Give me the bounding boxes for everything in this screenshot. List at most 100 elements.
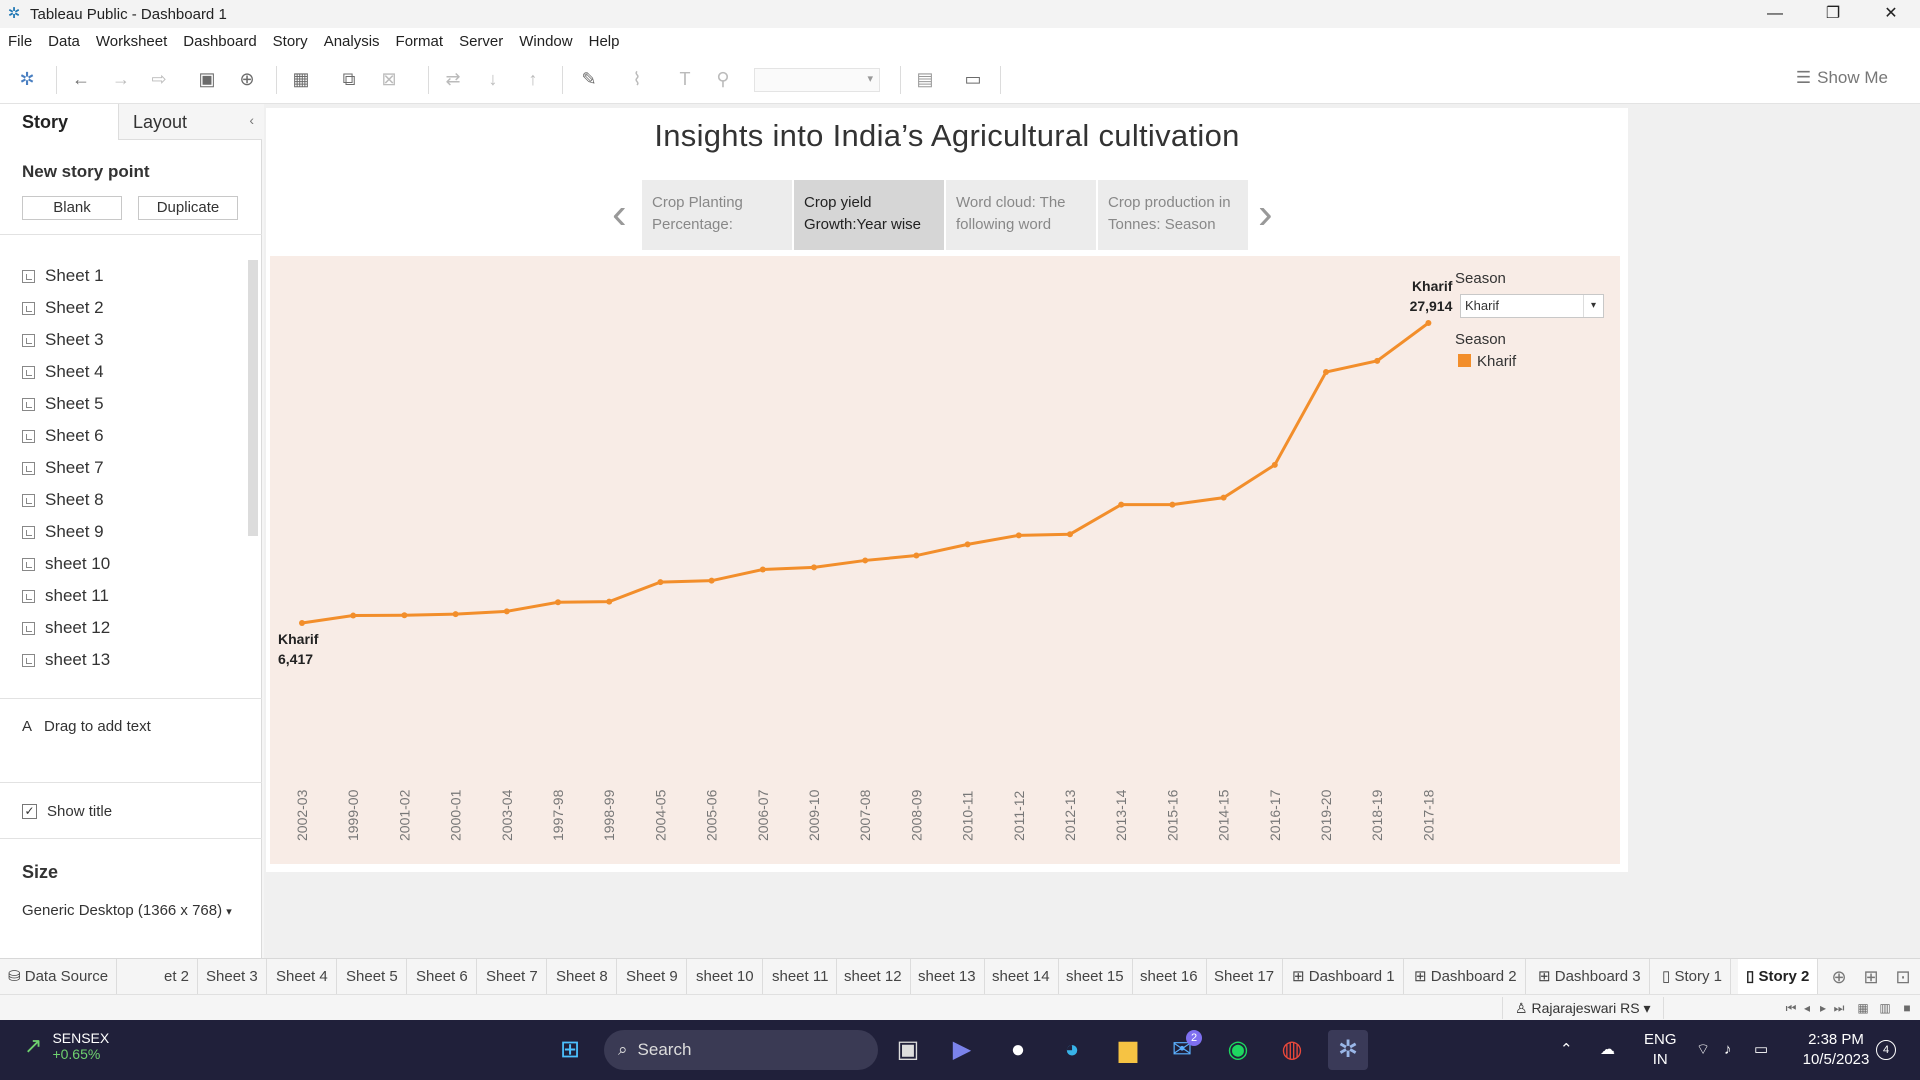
new-worksheet-tab-icon[interactable]: ⊕ — [1831, 967, 1847, 987]
sheet-list-item[interactable]: Sheet 7 — [0, 452, 248, 484]
data-point[interactable] — [606, 598, 613, 605]
menu-help[interactable]: Help — [588, 32, 620, 50]
github-icon[interactable]: ● — [1010, 1036, 1026, 1063]
wifi-icon[interactable]: ⌔ — [1696, 1041, 1711, 1058]
tab-sheet[interactable]: sheet 14 — [984, 959, 1059, 995]
tab-sheet[interactable]: Sheet 9 — [618, 959, 687, 995]
data-point[interactable] — [1015, 532, 1022, 539]
sheet-list-item[interactable]: Sheet 4 — [0, 356, 248, 388]
show-cards-icon[interactable]: ▤ — [916, 69, 934, 89]
sheet-list-item[interactable]: Sheet 2 — [0, 292, 248, 324]
tab-sheet[interactable]: Sheet 4 — [268, 959, 337, 995]
teams-icon[interactable]: ▶ — [952, 1036, 972, 1063]
cloud-offline-icon[interactable]: ☁ — [1600, 1041, 1615, 1058]
data-point[interactable] — [811, 564, 817, 571]
collapse-pane-icon[interactable]: ‹ — [249, 112, 254, 128]
new-worksheet-icon[interactable]: ▦ — [292, 69, 310, 89]
menu-file[interactable]: File — [8, 32, 33, 50]
sheet-list-item[interactable]: sheet 11 — [0, 580, 248, 612]
tab-sheet[interactable]: sheet 15 — [1058, 959, 1133, 995]
sheet-list-item[interactable]: Sheet 6 — [0, 420, 248, 452]
sheet-list-item[interactable]: sheet 13 — [0, 644, 248, 676]
taskbar-search[interactable]: ⌕ Search — [604, 1030, 878, 1070]
battery-icon[interactable]: ▭ — [1754, 1041, 1769, 1058]
clear-sheet-icon[interactable]: ⊠ — [381, 69, 397, 89]
tab-sheet[interactable]: et 2 — [156, 959, 199, 995]
sort-ascending-icon[interactable]: ↓ — [488, 69, 498, 89]
data-point[interactable] — [1220, 494, 1227, 501]
data-point[interactable] — [503, 608, 510, 615]
tab-sheet[interactable]: Sheet 17 — [1206, 959, 1284, 995]
data-point[interactable] — [708, 577, 715, 584]
data-point[interactable] — [401, 612, 408, 619]
chrome-icon[interactable]: ◍ — [1281, 1036, 1303, 1063]
story-point-2[interactable]: Crop yield Growth:Year wise — [794, 180, 944, 250]
data-point[interactable] — [350, 612, 357, 619]
sheet-list-item[interactable]: Sheet 8 — [0, 484, 248, 516]
tab-story-active[interactable]: ▯ Story 2 — [1738, 959, 1819, 995]
tableau-home-icon[interactable]: ✲ — [19, 69, 35, 89]
tab-sheet[interactable]: Sheet 6 — [408, 959, 477, 995]
duplicate-sheet-icon[interactable]: ⧉ — [342, 69, 356, 89]
tab-sheet[interactable]: Sheet 3 — [198, 959, 267, 995]
tab-dashboard[interactable]: ⊞ Dashboard 2 — [1406, 959, 1526, 995]
menu-data[interactable]: Data — [48, 32, 80, 50]
close-icon[interactable]: ✕ — [1884, 5, 1898, 22]
sheet-sorter-icon[interactable]: ▦ — [1857, 1001, 1869, 1015]
sheet-list-item[interactable]: Sheet 3 — [0, 324, 248, 356]
filmstrip-icon[interactable]: ▥ — [1879, 1001, 1891, 1015]
highlight-icon[interactable]: ✎ — [581, 69, 597, 89]
sort-descending-icon[interactable]: ↑ — [528, 69, 538, 89]
sheet-list-scrollbar[interactable] — [248, 260, 258, 536]
volume-icon[interactable]: ♪ — [1724, 1041, 1732, 1058]
menu-worksheet[interactable]: Worksheet — [95, 32, 168, 50]
menu-dashboard[interactable]: Dashboard — [183, 32, 257, 50]
show-title-toggle[interactable]: ✓ Show title — [22, 803, 112, 820]
tab-sheet[interactable]: sheet 16 — [1132, 959, 1207, 995]
story-point-3[interactable]: Word cloud: The following word — [946, 180, 1096, 250]
tab-sheet[interactable]: sheet 13 — [910, 959, 985, 995]
menu-story[interactable]: Story — [272, 32, 308, 50]
tab-sheet[interactable]: sheet 11 — [764, 959, 838, 995]
clock[interactable]: 2:38 PM 10/5/2023 — [1802, 1031, 1870, 1068]
chevron-up-icon[interactable]: ⌃ — [1560, 1041, 1573, 1058]
duplicate-button[interactable]: Duplicate — [138, 196, 238, 220]
tabs-view-icon[interactable]: ■ — [1903, 1001, 1911, 1015]
sheet-list-item[interactable]: Sheet 5 — [0, 388, 248, 420]
pin-icon[interactable]: ⚲ — [716, 69, 730, 89]
legend-item-kharif[interactable]: Kharif — [1458, 353, 1516, 370]
previous-point-icon[interactable]: ‹ — [612, 189, 627, 238]
tab-sheet[interactable]: Sheet 8 — [548, 959, 617, 995]
data-point[interactable] — [1169, 501, 1176, 508]
data-point[interactable] — [759, 566, 766, 573]
tab-story[interactable]: ▯ Story 1 — [1654, 959, 1731, 995]
sheet-list-item[interactable]: sheet 12 — [0, 612, 248, 644]
new-dashboard-tab-icon[interactable]: ⊞ — [1863, 967, 1879, 987]
save-icon[interactable]: ▣ — [198, 69, 216, 89]
size-dropdown[interactable]: Generic Desktop (1366 x 768) ▾ — [22, 902, 232, 919]
next-point-icon[interactable]: › — [1258, 189, 1273, 238]
show-me-button[interactable]: ☰ Show Me — [1795, 68, 1888, 87]
story-point-4[interactable]: Crop production in Tonnes: Season — [1098, 180, 1248, 250]
menu-analysis[interactable]: Analysis — [323, 32, 380, 50]
tab-sheet[interactable]: Sheet 5 — [338, 959, 407, 995]
tableau-taskbar-icon[interactable]: ✲ — [1328, 1030, 1368, 1070]
fit-dropdown[interactable] — [754, 68, 880, 92]
sheet-list-item[interactable]: Sheet 1 — [0, 260, 248, 292]
data-point[interactable] — [1374, 357, 1381, 364]
sheet-list-item[interactable]: sheet 10 — [0, 548, 248, 580]
drag-to-add-text[interactable]: A Drag to add text — [22, 718, 151, 735]
data-point[interactable] — [964, 541, 971, 548]
last-sheet-icon[interactable]: ⏭ — [1833, 1001, 1845, 1015]
blank-button[interactable]: Blank — [22, 196, 122, 220]
notification-badge[interactable]: 4 — [1876, 1040, 1896, 1060]
data-point[interactable] — [913, 552, 920, 559]
data-point[interactable] — [1271, 461, 1278, 468]
prev-sheet-icon[interactable]: ◂ — [1803, 1001, 1811, 1015]
minimize-icon[interactable]: — — [1767, 5, 1783, 22]
restore-icon[interactable]: ❐ — [1825, 5, 1841, 22]
tab-dashboard[interactable]: ⊞ Dashboard 1 — [1284, 959, 1404, 995]
tab-story[interactable]: Story — [0, 104, 118, 140]
show-title-checkbox[interactable]: ✓ — [22, 804, 37, 819]
spotify-icon[interactable]: ◉ — [1227, 1036, 1249, 1063]
